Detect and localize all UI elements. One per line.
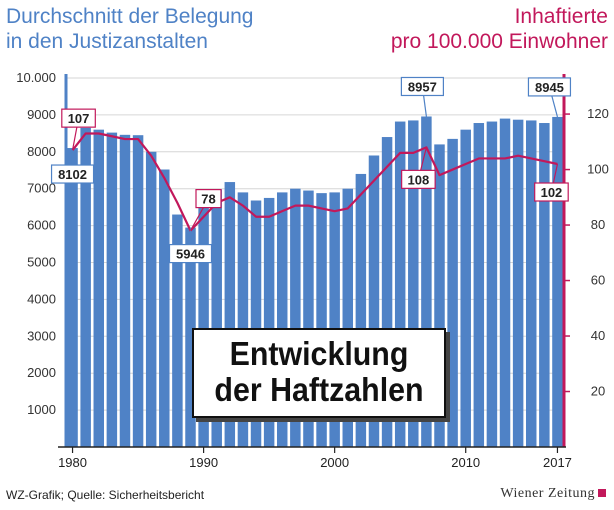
bar (80, 127, 91, 447)
bar (499, 118, 511, 447)
bar (421, 116, 432, 448)
logo-square-icon (598, 489, 606, 497)
x-tick-label: 2000 (320, 455, 349, 470)
left-tick-label: 9000 (27, 107, 56, 122)
left-tick-label: 8000 (27, 144, 56, 159)
bar (198, 207, 209, 447)
bar (132, 135, 144, 447)
data-label: 8945 (535, 80, 564, 95)
data-label-box (195, 188, 222, 209)
bar (159, 169, 170, 447)
data-label-box (400, 76, 444, 97)
annotation-box: Entwicklung der Haftzahlen (192, 328, 446, 418)
bar (211, 189, 222, 448)
bar (539, 123, 550, 447)
rate-line (71, 132, 558, 232)
data-label-box (527, 77, 572, 97)
bar (290, 188, 301, 447)
source-note: WZ-Grafik; Quelle: Sicherheitsbericht (6, 488, 205, 502)
x-tick-label: 2010 (451, 455, 480, 470)
bar (145, 151, 157, 448)
data-label-box (168, 243, 213, 264)
left-tick-label: 4000 (27, 291, 56, 306)
data-label: 5946 (176, 247, 205, 262)
right-tick-label: 80 (591, 217, 605, 232)
bar (237, 192, 249, 447)
annotation-line-1: Entwicklung (229, 335, 409, 372)
right-title-line-1: Inhaftierte (514, 5, 608, 28)
right-tick-label: 100 (587, 162, 609, 177)
right-tick-label: 20 (591, 384, 605, 399)
left-axis-title: Durchschnitt der Belegung in den Justiza… (6, 4, 306, 54)
bar (106, 132, 118, 447)
bar (408, 120, 419, 447)
bar (224, 182, 236, 448)
bar (93, 129, 105, 447)
bar (303, 190, 314, 448)
bar (172, 214, 183, 447)
left-tick-label: 3000 (27, 328, 56, 343)
bar (263, 197, 275, 447)
data-label: 78 (201, 192, 215, 207)
data-label-box (61, 108, 96, 128)
annotation-line-2: der Haftzahlen (214, 371, 424, 408)
bar (67, 148, 78, 447)
bar (185, 227, 196, 447)
bar (342, 188, 354, 447)
data-label: 102 (541, 185, 563, 200)
left-tick-label: 10.000 (16, 70, 56, 85)
left-title-line-1: Durchschnitt der Belegung (6, 5, 254, 28)
bar (368, 155, 380, 448)
left-tick-label: 2000 (27, 365, 56, 380)
bar (250, 200, 262, 447)
bar (316, 193, 327, 447)
bar (355, 173, 367, 447)
left-tick-label: 6000 (27, 218, 56, 233)
right-tick-label: 120 (587, 106, 609, 121)
bar (447, 138, 458, 447)
bar (394, 121, 406, 448)
left-title-line-2: in den Justizanstalten (6, 30, 208, 53)
data-label: 8957 (408, 79, 437, 94)
bar (460, 129, 471, 447)
data-label: 108 (408, 172, 430, 187)
bar (119, 134, 131, 448)
bar (434, 144, 445, 448)
data-label-box (534, 182, 569, 202)
bar (486, 121, 498, 448)
bar (512, 119, 524, 448)
data-label: 107 (68, 111, 90, 126)
right-tick-label: 40 (591, 328, 605, 343)
data-label-box (401, 169, 436, 189)
right-title-line-2: pro 100.000 Einwohner (390, 30, 608, 53)
bar (473, 123, 485, 447)
bar (525, 120, 537, 447)
publisher-logo-text: Wiener Zeitung (500, 486, 595, 501)
x-tick-label: 2017 (543, 455, 572, 470)
right-tick-label: 60 (591, 273, 605, 288)
bar (276, 192, 288, 447)
left-tick-label: 5000 (27, 255, 56, 270)
x-tick-label: 1990 (189, 455, 218, 470)
right-axis-title: Inhaftierte pro 100.000 Einwohner (308, 4, 608, 54)
bar (381, 137, 393, 448)
data-label-box (50, 164, 95, 184)
bar (329, 192, 340, 447)
bar (552, 116, 563, 447)
x-tick-label: 1980 (58, 455, 87, 470)
publisher-logo: Wiener Zeitung (500, 486, 606, 502)
left-tick-label: 7000 (27, 181, 56, 196)
data-label: 8102 (58, 167, 87, 182)
left-tick-label: 1000 (27, 402, 56, 417)
